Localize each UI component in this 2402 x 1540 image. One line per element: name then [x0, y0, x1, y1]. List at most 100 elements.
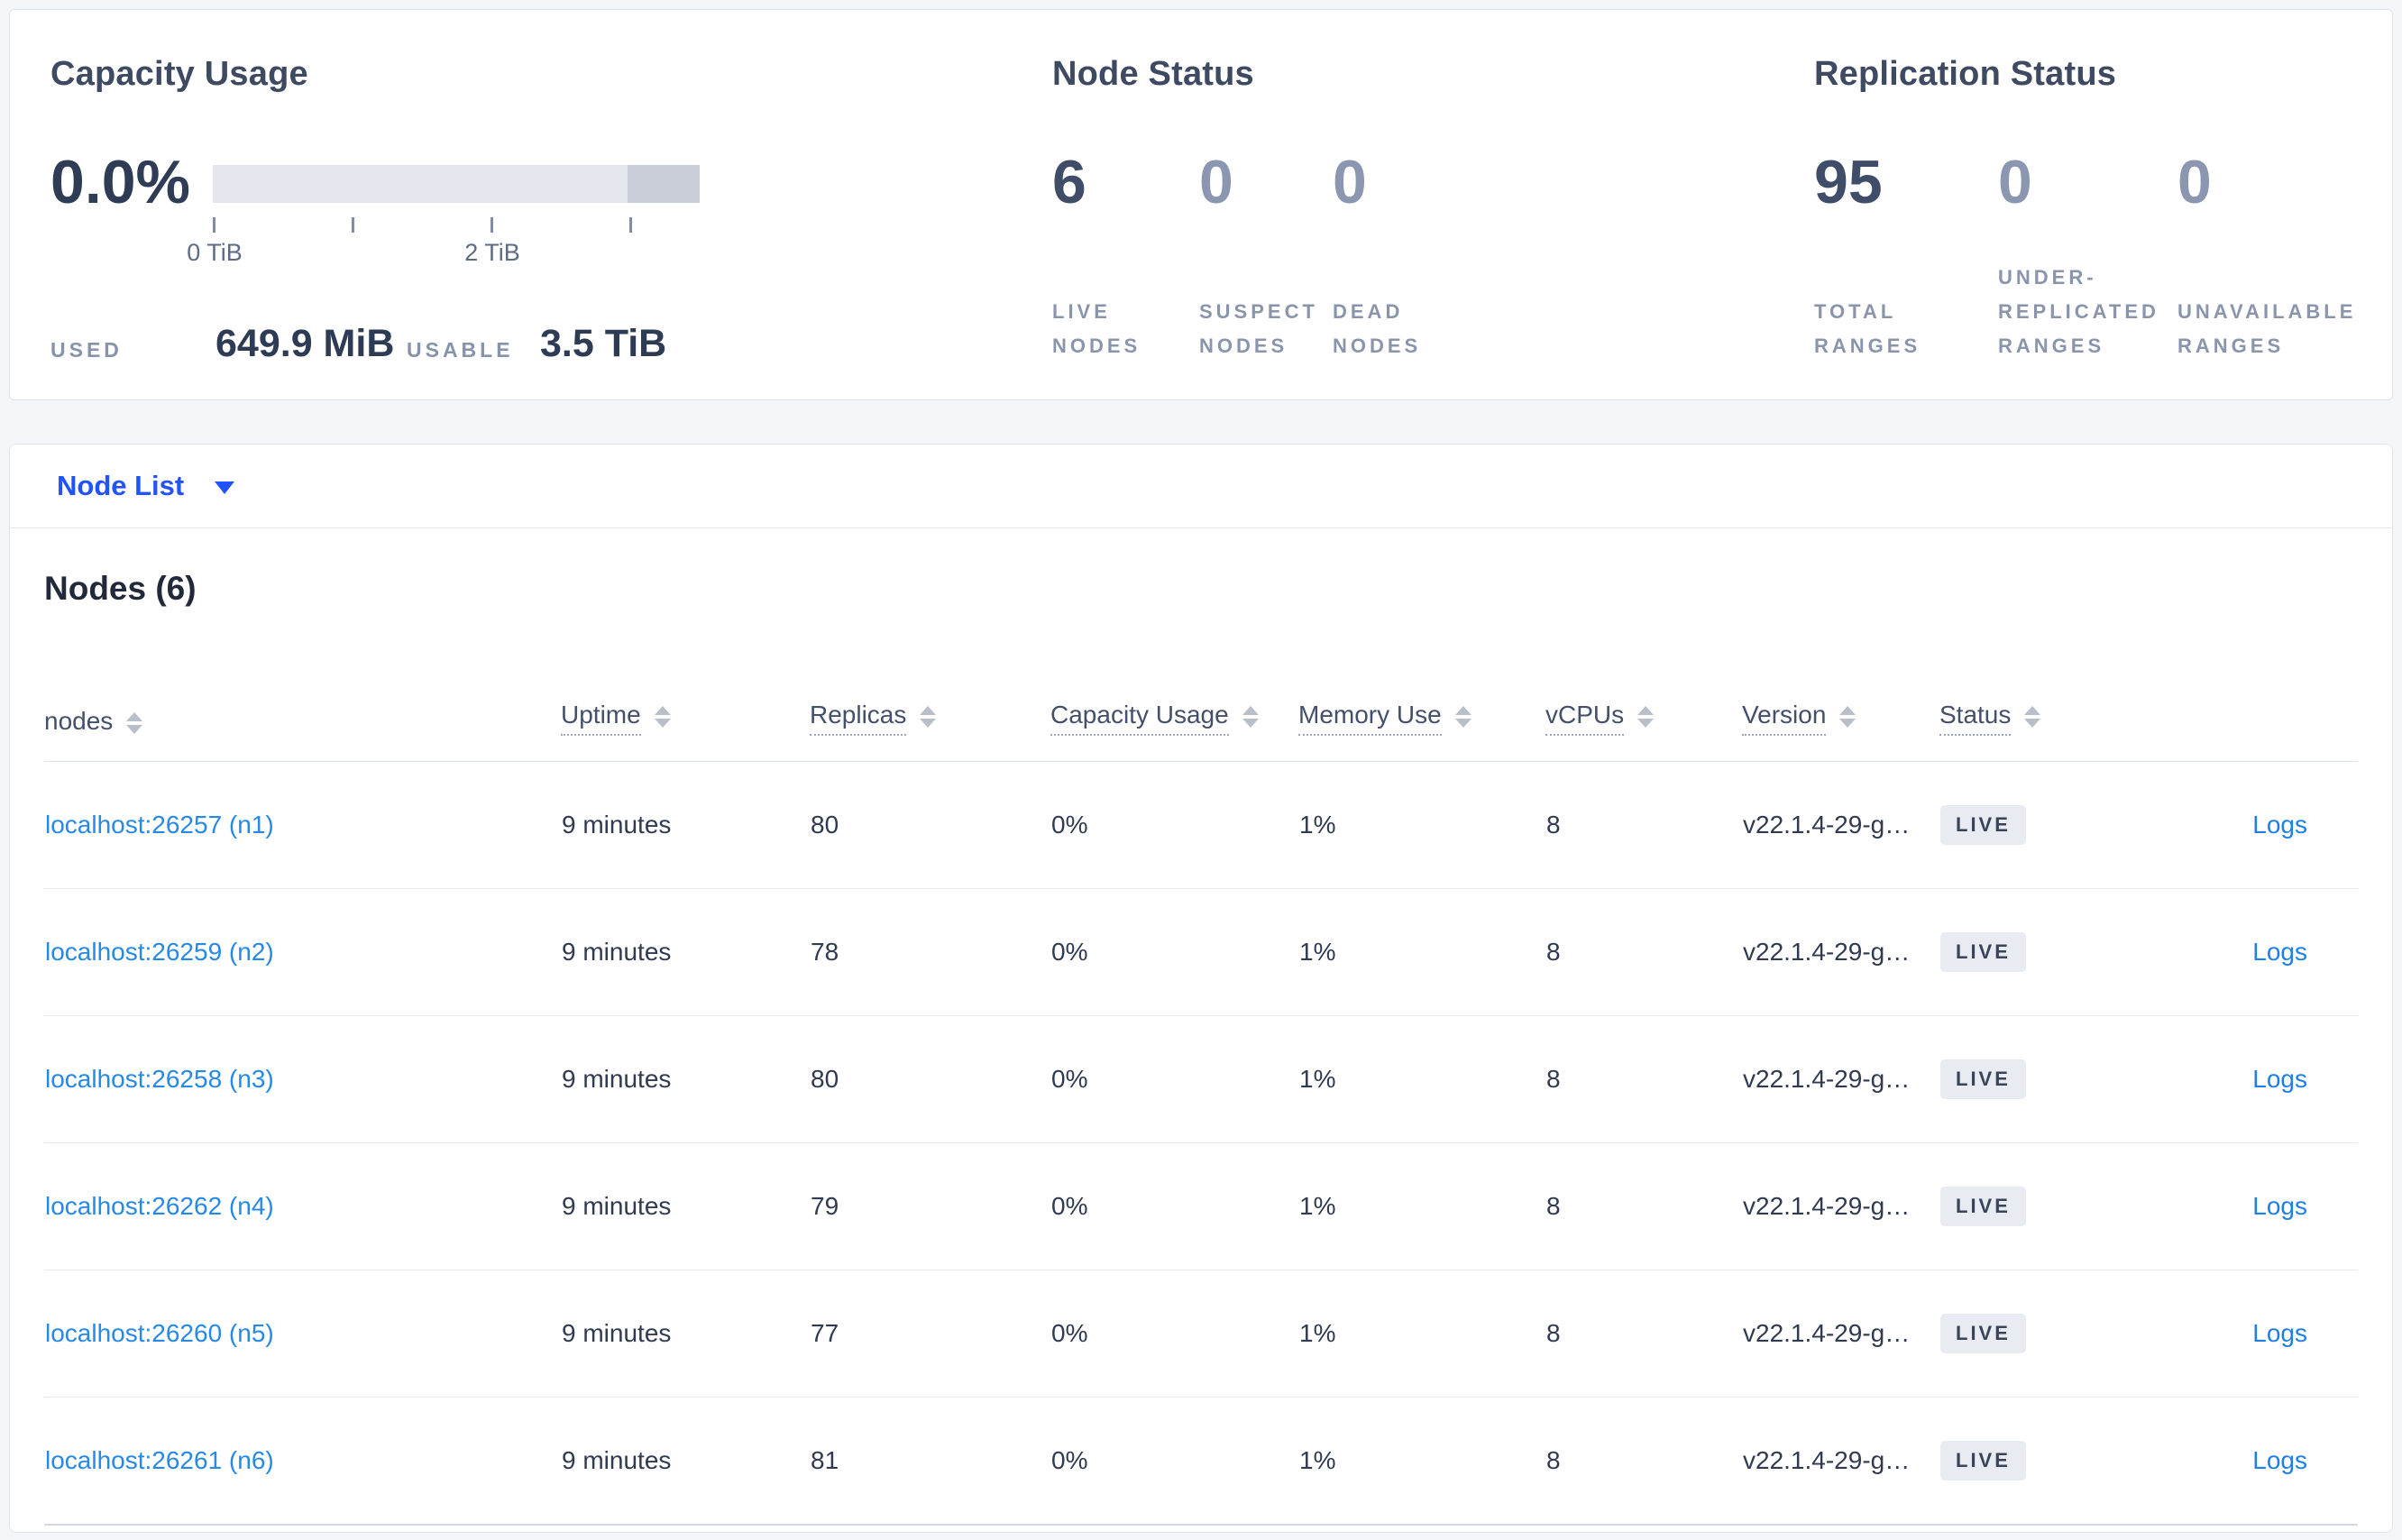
version-cell: v22.1.4-29-g… [1742, 1142, 1939, 1270]
sort-icon [1637, 705, 1655, 728]
sort-icon [2024, 705, 2041, 728]
status-cell: LIVE [1939, 761, 2120, 889]
view-selector-bar: Node List [9, 444, 2393, 528]
node-list-dropdown[interactable]: Node List [57, 470, 235, 502]
stat-value: 0 [1199, 148, 1233, 216]
column-header-Version[interactable]: Version [1742, 638, 1939, 762]
vcpus-cell: 8 [1545, 1397, 1742, 1526]
sort-icon [654, 705, 671, 728]
cluster-summary-panel: Capacity Usage 0.0% 0 TiB 2 TiB USED 649… [9, 9, 2393, 400]
table-row: localhost:26261 (n6) 9 minutes 81 0% 1% 8 v22.… [44, 1397, 2358, 1526]
column-header-Capacity Usage[interactable]: Capacity Usage [1050, 638, 1298, 762]
status-badge: LIVE [1940, 1314, 2026, 1353]
uptime-cell: 9 minutes [561, 761, 810, 889]
logs-link[interactable]: Logs [2252, 938, 2307, 966]
logs-link[interactable]: Logs [2252, 1065, 2307, 1093]
replicas-cell: 79 [810, 1142, 1050, 1270]
status-badge: LIVE [1940, 932, 2026, 972]
column-header-Memory Use[interactable]: Memory Use [1298, 638, 1545, 762]
version-cell: v22.1.4-29-g… [1742, 761, 1939, 889]
column-header-logs [2120, 638, 2358, 762]
column-header-Uptime[interactable]: Uptime [561, 638, 810, 762]
logs-link[interactable]: Logs [2252, 1192, 2307, 1220]
logs-link[interactable]: Logs [2252, 811, 2307, 839]
logs-cell: Logs [2120, 761, 2358, 889]
column-header-label: Capacity Usage [1050, 701, 1229, 736]
uptime-cell: 9 minutes [561, 888, 810, 1016]
memory-use-cell: 1% [1298, 761, 1545, 889]
capacity-usable-value: 3.5 TiB [540, 322, 667, 365]
memory-use-cell: 1% [1298, 1270, 1545, 1398]
table-row: localhost:26260 (n5) 9 minutes 77 0% 1% 8 v22.… [44, 1270, 2358, 1398]
sort-icon [1454, 705, 1471, 728]
stat-value: 6 [1052, 148, 1086, 216]
capacity-usage-percent: 0.0% [50, 148, 190, 216]
capacity-usable-label: USABLE [407, 338, 514, 362]
status-cell: LIVE [1939, 1142, 2120, 1270]
node-address-cell: localhost:26257 (n1) [44, 761, 561, 889]
node-address-link[interactable]: localhost:26261 (n6) [45, 1446, 274, 1474]
vcpus-cell: 8 [1545, 1270, 1742, 1398]
column-header-label: Version [1742, 701, 1827, 736]
node-address-link[interactable]: localhost:26257 (n1) [45, 811, 274, 839]
memory-use-cell: 1% [1298, 888, 1545, 1016]
version-cell: v22.1.4-29-g… [1742, 888, 1939, 1016]
capacity-axis-label: 0 TiB [187, 239, 243, 266]
table-row: localhost:26258 (n3) 9 minutes 80 0% 1% 8 v22.… [44, 1015, 2358, 1143]
nodes-table: nodes Uptime Replicas Capacity Usage Memory … [44, 638, 2358, 1526]
node-address-link[interactable]: localhost:26260 (n5) [45, 1319, 274, 1347]
column-header-label: vCPUs [1545, 701, 1625, 736]
stat-label: UNAVAILABLE RANGES [2177, 300, 2357, 357]
uptime-cell: 9 minutes [561, 1015, 810, 1143]
capacity-axis-tick [629, 217, 632, 233]
stat-label: LIVE NODES [1052, 300, 1141, 357]
column-header-label: nodes [44, 707, 114, 735]
uptime-cell: 9 minutes [561, 1142, 810, 1270]
capacity-used-label: USED [50, 338, 123, 362]
chevron-down-icon [215, 481, 235, 494]
nodes-table-header: nodes Uptime Replicas Capacity Usage Memory … [44, 638, 2358, 762]
replicas-cell: 81 [810, 1397, 1050, 1526]
status-cell: LIVE [1939, 1015, 2120, 1143]
node-address-cell: localhost:26259 (n2) [44, 888, 561, 1016]
vcpus-cell: 8 [1545, 761, 1742, 889]
node-address-cell: localhost:26262 (n4) [44, 1142, 561, 1270]
column-header-Replicas[interactable]: Replicas [810, 638, 1050, 762]
stat-value: 0 [1998, 148, 2032, 216]
column-header-vCPUs[interactable]: vCPUs [1545, 638, 1742, 762]
capacity-usage-cell: 0% [1050, 888, 1298, 1016]
stat-label: TOTAL RANGES [1814, 300, 1921, 357]
capacity-usage-cell: 0% [1050, 761, 1298, 889]
sort-icon [1839, 705, 1857, 728]
column-header-nodes[interactable]: nodes [44, 638, 561, 762]
table-row: localhost:26259 (n2) 9 minutes 78 0% 1% 8 v22.… [44, 888, 2358, 1016]
capacity-axis-tick [213, 217, 215, 233]
capacity-axis-label: 2 TiB [464, 239, 520, 266]
nodes-heading: Nodes (6) [44, 570, 197, 607]
capacity-bar-track [213, 165, 700, 203]
column-header-Status[interactable]: Status [1939, 638, 2120, 762]
replication-status-title: Replication Status [1814, 55, 2117, 93]
capacity-usage-cell: 0% [1050, 1397, 1298, 1526]
sort-icon [1242, 705, 1259, 728]
node-address-cell: localhost:26261 (n6) [44, 1397, 561, 1526]
logs-link[interactable]: Logs [2252, 1446, 2307, 1474]
logs-cell: Logs [2120, 1142, 2358, 1270]
vcpus-cell: 8 [1545, 1142, 1742, 1270]
replicas-cell: 78 [810, 888, 1050, 1016]
capacity-usage-cell: 0% [1050, 1015, 1298, 1143]
node-address-link[interactable]: localhost:26258 (n3) [45, 1065, 274, 1093]
replication-status-labels: TOTAL RANGES UNDER-REPLICATED RANGES UNAVA… [1814, 266, 2402, 363]
version-cell: v22.1.4-29-g… [1742, 1270, 1939, 1398]
node-address-link[interactable]: localhost:26259 (n2) [45, 938, 274, 966]
logs-cell: Logs [2120, 1397, 2358, 1526]
node-address-cell: localhost:26258 (n3) [44, 1015, 561, 1143]
capacity-usage-cell: 0% [1050, 1142, 1298, 1270]
node-address-link[interactable]: localhost:26262 (n4) [45, 1192, 274, 1220]
table-row: localhost:26257 (n1) 9 minutes 80 0% 1% 8 v22.… [44, 761, 2358, 889]
replicas-cell: 80 [810, 761, 1050, 889]
logs-link[interactable]: Logs [2252, 1319, 2307, 1347]
memory-use-cell: 1% [1298, 1397, 1545, 1526]
status-badge: LIVE [1940, 1059, 2026, 1099]
uptime-cell: 9 minutes [561, 1397, 810, 1526]
